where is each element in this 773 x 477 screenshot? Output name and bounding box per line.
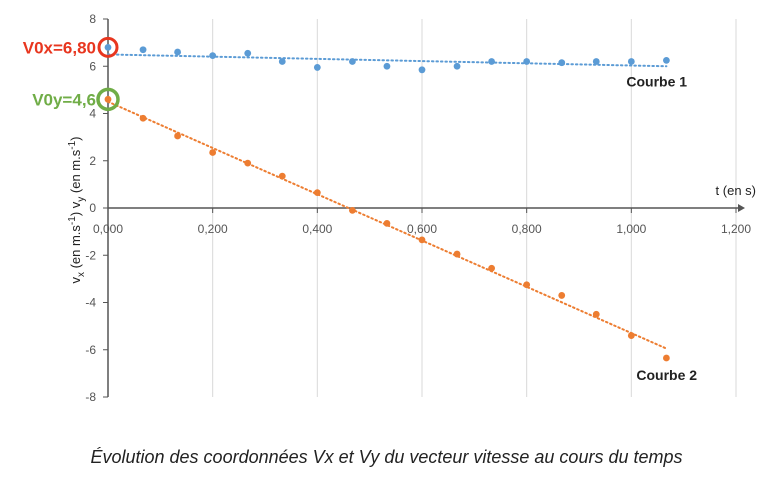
y-axis-title-part: x (76, 272, 87, 277)
data-point-series-2 (662, 354, 670, 362)
data-point-series-2 (348, 206, 356, 214)
x-tick-label: 0,600 (407, 222, 437, 236)
data-point-series-2 (453, 250, 461, 258)
data-point-series-2 (523, 281, 531, 289)
data-point-series-1 (104, 43, 112, 51)
data-point-series-2 (244, 159, 252, 167)
v0y-marker-circle (96, 87, 120, 112)
data-point-series-1 (662, 56, 670, 64)
x-tick-label: 0,400 (302, 222, 332, 236)
y-axis-title-part: -1 (67, 140, 78, 149)
x-axis-title: t (en s) (716, 183, 756, 198)
data-point-series-2 (278, 172, 286, 180)
data-point-series-1 (418, 66, 426, 74)
data-point-series-1 (627, 58, 635, 65)
y-axis-title-part: v (68, 277, 83, 284)
y-tick-label: -2 (85, 248, 96, 262)
x-tick-label: 0,000 (93, 222, 123, 236)
x-tick-label: 1,000 (616, 222, 646, 236)
data-point-series-2 (209, 149, 217, 156)
data-point-series-1 (523, 58, 531, 65)
data-point-series-2 (627, 332, 635, 339)
data-point-series-1 (348, 58, 356, 65)
axes (103, 18, 745, 398)
data-point-series-1 (209, 52, 217, 60)
data-point-series-2 (313, 189, 321, 197)
data-point-series-1 (174, 48, 182, 56)
y-tick-label: 6 (89, 59, 96, 73)
y-axis-title-part: ) (68, 136, 83, 140)
data-point-series-1 (453, 62, 461, 70)
chart: -8 -6 -4 -2 0 2 4 6 8 0,000 0,200 0,400 0,600 0,800 1,… (23, 12, 756, 404)
data-point-series-2 (488, 264, 496, 272)
data-point-series-1 (278, 58, 286, 65)
data-point-series-2 (139, 114, 147, 122)
y-tick-label: -4 (85, 296, 96, 310)
data-point-series-2 (558, 292, 566, 299)
y-axis-title: vx (en m.s-1) vy (en m.s-1) (67, 136, 87, 283)
data-point-series-1 (383, 62, 391, 70)
v0y-annotation: V0y=4,6 (32, 90, 96, 109)
x-tick-label: 0,200 (198, 222, 228, 236)
data-point-series-2 (383, 219, 391, 227)
x-tick-label: 0,800 (512, 222, 542, 236)
data-points (104, 43, 670, 362)
y-axis-title-part: y (76, 197, 87, 202)
x-axis-arrow (738, 204, 745, 212)
y-tick-label: 0 (89, 201, 96, 215)
data-point-series-1 (488, 58, 496, 65)
y-tick-label: 8 (89, 12, 96, 26)
series-label-courbe-2: Courbe 2 (636, 367, 697, 383)
data-point-series-1 (558, 59, 566, 67)
data-point-series-2 (592, 310, 600, 318)
data-point-series-2 (104, 95, 112, 103)
x-tick-label: 1,200 (721, 222, 751, 236)
data-point-series-1 (313, 64, 321, 71)
series-label-courbe-1: Courbe 1 (626, 73, 687, 89)
y-tick-label: 4 (89, 107, 96, 121)
trendline-series-1 (107, 53, 668, 68)
y-axis-title-part: (en m.s (68, 225, 83, 272)
y-tick-label: -6 (85, 343, 96, 357)
data-point-series-1 (139, 46, 147, 54)
figure-caption: Évolution des coordonnées Vx et Vy du ve… (90, 447, 683, 467)
tick-labels: -8 -6 -4 -2 0 2 4 6 8 0,000 0,200 0,400 0,600 0,800 1,… (85, 12, 751, 404)
v0x-marker-circle (97, 36, 119, 58)
data-point-series-1 (244, 49, 252, 57)
data-point-series-2 (174, 132, 182, 140)
data-point-series-1 (592, 58, 600, 65)
trendlines (107, 53, 668, 350)
data-point-series-2 (418, 236, 426, 244)
y-axis-title-part: ) v (68, 201, 83, 216)
y-axis-title-part: -1 (67, 216, 78, 225)
v0x-annotation: V0x=6,80 (23, 38, 96, 57)
y-tick-label: -8 (85, 390, 96, 404)
y-axis-title-part: (en m.s (68, 149, 83, 196)
y-tick-label: 2 (89, 154, 96, 168)
